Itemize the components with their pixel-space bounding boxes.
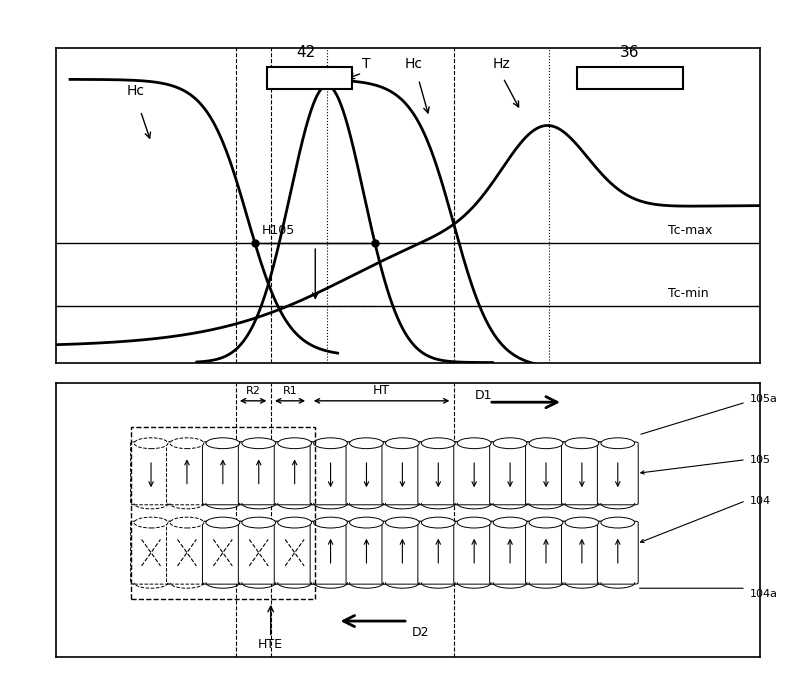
Text: 105: 105: [750, 455, 770, 464]
Bar: [267, 67, 352, 89]
FancyBboxPatch shape: [418, 521, 458, 584]
Text: HTE: HTE: [258, 638, 283, 651]
Ellipse shape: [529, 438, 563, 449]
Ellipse shape: [242, 517, 276, 528]
FancyBboxPatch shape: [310, 521, 351, 584]
FancyBboxPatch shape: [562, 442, 602, 505]
Text: T: T: [362, 57, 370, 71]
Ellipse shape: [565, 438, 598, 449]
Text: 42: 42: [296, 45, 315, 60]
Text: H105: H105: [262, 224, 295, 237]
FancyBboxPatch shape: [274, 521, 315, 584]
Ellipse shape: [170, 438, 204, 449]
Ellipse shape: [493, 517, 527, 528]
Text: Hc: Hc: [405, 57, 422, 71]
Text: 104a: 104a: [750, 589, 778, 598]
FancyBboxPatch shape: [130, 442, 171, 505]
FancyBboxPatch shape: [454, 521, 494, 584]
Ellipse shape: [601, 517, 634, 528]
FancyBboxPatch shape: [382, 521, 422, 584]
FancyBboxPatch shape: [346, 521, 387, 584]
FancyBboxPatch shape: [166, 442, 207, 505]
FancyBboxPatch shape: [598, 442, 638, 505]
FancyBboxPatch shape: [526, 521, 566, 584]
Ellipse shape: [422, 517, 455, 528]
Text: R1: R1: [282, 386, 298, 396]
FancyBboxPatch shape: [490, 521, 530, 584]
FancyBboxPatch shape: [382, 442, 422, 505]
Text: D1: D1: [475, 389, 492, 402]
Ellipse shape: [278, 517, 311, 528]
Text: 105a: 105a: [750, 395, 778, 404]
FancyBboxPatch shape: [346, 442, 387, 505]
Ellipse shape: [314, 438, 347, 449]
FancyBboxPatch shape: [130, 521, 171, 584]
Ellipse shape: [601, 438, 634, 449]
Text: Hc: Hc: [126, 84, 145, 98]
Ellipse shape: [565, 517, 598, 528]
FancyBboxPatch shape: [310, 442, 351, 505]
Ellipse shape: [386, 438, 419, 449]
Ellipse shape: [170, 517, 204, 528]
Ellipse shape: [242, 438, 276, 449]
FancyBboxPatch shape: [418, 442, 458, 505]
Text: 104: 104: [750, 496, 770, 505]
Text: Hz: Hz: [493, 57, 510, 71]
FancyBboxPatch shape: [166, 521, 207, 584]
FancyBboxPatch shape: [238, 521, 279, 584]
FancyBboxPatch shape: [598, 521, 638, 584]
FancyBboxPatch shape: [490, 442, 530, 505]
Ellipse shape: [278, 438, 311, 449]
FancyBboxPatch shape: [238, 442, 279, 505]
Ellipse shape: [386, 517, 419, 528]
Text: HT: HT: [373, 384, 390, 397]
Text: R2: R2: [246, 386, 261, 396]
Ellipse shape: [458, 517, 491, 528]
Text: 36: 36: [620, 45, 639, 60]
Text: Tc-max: Tc-max: [669, 224, 713, 237]
Ellipse shape: [134, 438, 168, 449]
Ellipse shape: [206, 517, 240, 528]
Ellipse shape: [422, 438, 455, 449]
Ellipse shape: [493, 438, 527, 449]
FancyBboxPatch shape: [274, 442, 315, 505]
Text: D2: D2: [411, 626, 429, 639]
Ellipse shape: [314, 517, 347, 528]
FancyBboxPatch shape: [202, 442, 243, 505]
Ellipse shape: [206, 438, 240, 449]
FancyBboxPatch shape: [454, 442, 494, 505]
Text: Tc-min: Tc-min: [669, 287, 709, 300]
Ellipse shape: [350, 517, 383, 528]
Ellipse shape: [134, 517, 168, 528]
Ellipse shape: [529, 517, 563, 528]
Bar: [130, 427, 315, 599]
Bar: [577, 67, 682, 89]
FancyBboxPatch shape: [202, 521, 243, 584]
Ellipse shape: [458, 438, 491, 449]
Ellipse shape: [350, 438, 383, 449]
FancyBboxPatch shape: [526, 442, 566, 505]
FancyBboxPatch shape: [562, 521, 602, 584]
